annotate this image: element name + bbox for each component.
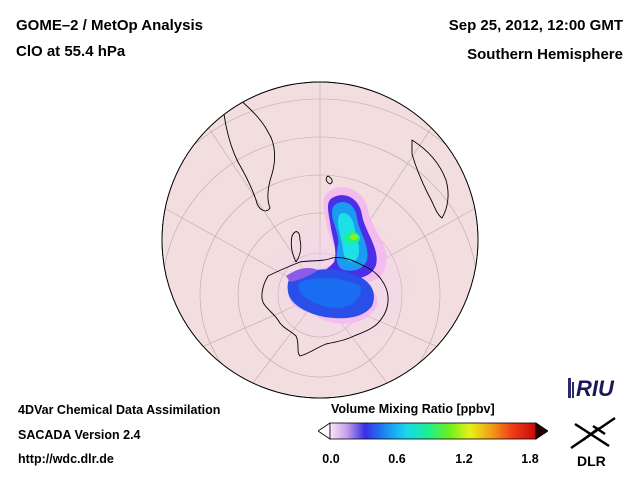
riu-logo: RIU [568, 376, 615, 401]
coast-south-america [223, 99, 276, 212]
coast-antarctica [261, 257, 389, 357]
polar-globe-map [161, 81, 479, 399]
colorbar-tick-0: 0.0 [322, 452, 340, 466]
footer-url[interactable]: http://wdc.dlr.de [18, 452, 114, 466]
colorbar-tick-1: 0.6 [388, 452, 406, 466]
title-species: ClO at 55.4 hPa [16, 43, 126, 60]
colorbar-title: Volume Mixing Ratio [ppbv] [331, 402, 495, 416]
analysis-datetime: Sep 25, 2012, 12:00 GMT [448, 17, 623, 34]
colorbar-over-arrow [535, 422, 548, 440]
colorbar-under-arrow [318, 422, 331, 440]
clo-field [260, 187, 420, 350]
coast-islands [325, 175, 333, 185]
hemisphere-label: Southern Hemisphere [467, 46, 623, 63]
colorbar [318, 422, 548, 440]
colorbar-tick-3: 1.8 [521, 452, 539, 466]
coast-antarctic-peninsula [290, 231, 302, 263]
colorbar-tick-2: 1.2 [455, 452, 473, 466]
dlr-logo: DLR [570, 416, 616, 469]
title-main: GOME–2 / MetOp Analysis [16, 17, 203, 34]
footer-assimilation: 4DVar Chemical Data Assimilation [18, 403, 221, 417]
colorbar-ramp [329, 422, 537, 440]
coast-new-zealand [215, 365, 223, 387]
dlr-logo-text: DLR [577, 453, 606, 469]
footer-version: SACADA Version 2.4 [18, 428, 141, 442]
riu-logo-text: RIU [576, 376, 615, 401]
coast-africa [411, 139, 449, 219]
